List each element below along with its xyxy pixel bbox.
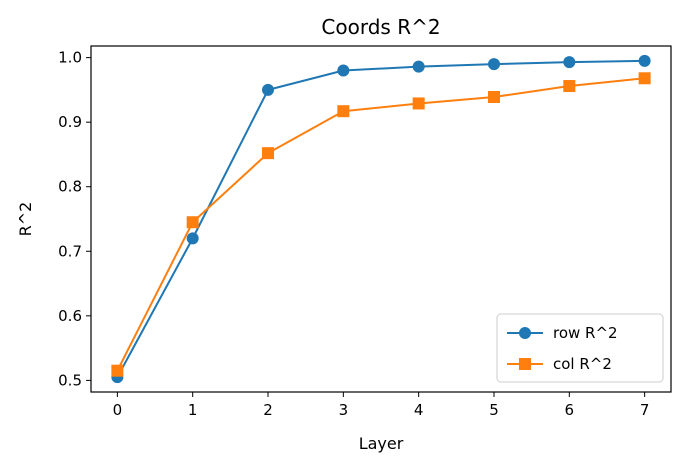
x-tick-label: 4 <box>414 401 424 419</box>
legend-label-col: col R^2 <box>553 355 612 373</box>
data-point-col <box>487 90 500 103</box>
y-tick-label: 0.6 <box>58 307 82 325</box>
y-tick-label: 1.0 <box>58 49 82 67</box>
data-point-row <box>337 64 350 77</box>
x-tick-label: 0 <box>113 401 123 419</box>
chart-title: Coords R^2 <box>321 15 440 39</box>
y-tick-label: 0.9 <box>58 113 82 131</box>
legend: row R^2 col R^2 <box>496 313 664 383</box>
series-line-col <box>116 77 645 372</box>
x-axis: 0 1 2 3 4 5 6 7 <box>113 392 650 419</box>
data-point-row <box>262 83 275 96</box>
data-point-row <box>186 232 199 245</box>
x-tick-label: 2 <box>263 401 273 419</box>
data-point-col <box>337 105 350 118</box>
series-layer <box>111 54 651 384</box>
plot-frame <box>90 45 672 393</box>
x-tick-label: 5 <box>489 401 499 419</box>
data-point-col <box>262 147 275 160</box>
data-point-row <box>487 58 500 71</box>
data-point-col <box>563 80 576 93</box>
data-point-col <box>111 364 124 377</box>
legend-marker-row <box>519 327 531 339</box>
data-point-col <box>638 72 651 85</box>
data-point-col <box>412 97 425 110</box>
y-tick-label: 0.5 <box>58 371 82 389</box>
data-point-col <box>186 216 199 229</box>
data-point-row <box>563 56 576 69</box>
x-tick-label: 6 <box>565 401 575 419</box>
y-tick-label: 0.7 <box>58 242 82 260</box>
series-line-row <box>116 59 645 378</box>
legend-label-row: row R^2 <box>553 324 618 342</box>
y-axis: 0.5 0.6 0.7 0.8 0.9 1.0 <box>58 49 91 389</box>
y-tick-label: 0.8 <box>58 178 82 196</box>
x-tick-label: 1 <box>188 401 198 419</box>
x-tick-label: 7 <box>640 401 650 419</box>
data-point-row <box>638 54 651 67</box>
x-tick-label: 3 <box>339 401 349 419</box>
x-axis-label: Layer <box>359 434 404 453</box>
data-point-row <box>412 60 425 73</box>
legend-marker-col <box>519 358 531 370</box>
y-axis-label: R^2 <box>16 202 35 237</box>
